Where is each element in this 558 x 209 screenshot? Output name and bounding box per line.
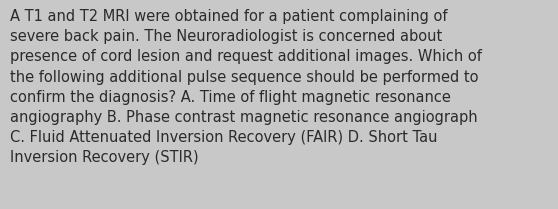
Text: A T1 and T2 MRI were obtained for a patient complaining of
severe back pain. The: A T1 and T2 MRI were obtained for a pati… [10, 9, 482, 165]
